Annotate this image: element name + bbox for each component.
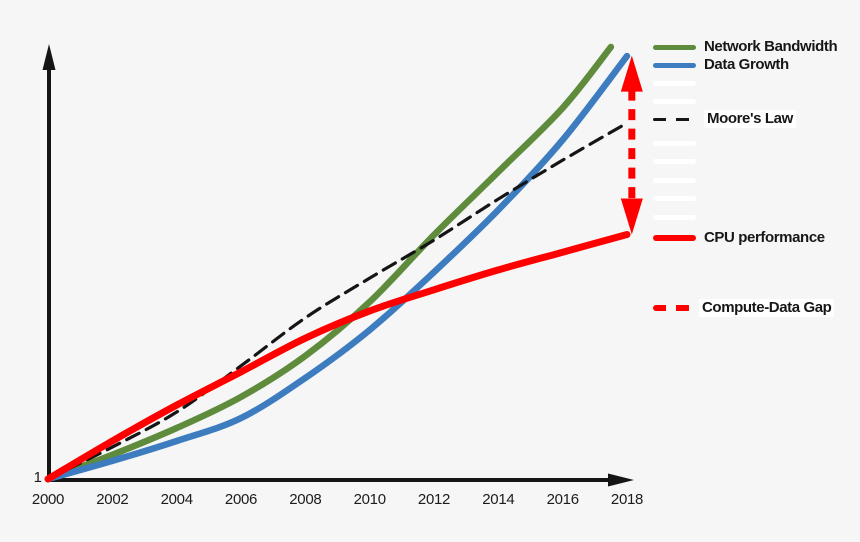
legend-item-data-growth: Data Growth xyxy=(653,56,789,74)
legend-item-network-bandwidth: Network Bandwidth xyxy=(653,38,838,56)
x-tick-label-2018: 2018 xyxy=(610,491,644,508)
series-line-data-growth xyxy=(44,52,631,483)
x-tick-label-2004: 2004 xyxy=(160,491,193,508)
legend-placeholder-swatch xyxy=(653,214,696,220)
legend-label: Compute-Data Gap xyxy=(699,299,835,317)
legend-item-placeholder xyxy=(653,171,696,189)
x-axis-arrowhead xyxy=(608,473,634,487)
legend-dashed-line-swatch xyxy=(653,305,691,311)
legend-item-placeholder xyxy=(653,152,696,170)
compute-data-gap-arrowhead-down xyxy=(620,198,643,235)
legend-item-cpu-performance: CPU performance xyxy=(653,229,825,247)
legend-placeholder-swatch xyxy=(653,177,696,183)
legend-label: Moore's Law xyxy=(704,110,796,128)
series-line-cpu-performance xyxy=(44,230,631,483)
legend-placeholder-swatch xyxy=(653,140,696,146)
x-tick-label-2008: 2008 xyxy=(289,491,322,508)
x-tick-label-2016: 2016 xyxy=(546,491,579,508)
legend-label: CPU performance xyxy=(704,229,825,246)
legend-line-swatch xyxy=(653,62,696,68)
x-tick-label-2010: 2010 xyxy=(353,491,386,508)
compute-data-gap-arrowhead-up xyxy=(620,55,643,92)
legend-placeholder-swatch xyxy=(653,80,696,86)
y-axis-origin-label: 1 xyxy=(33,469,42,486)
legend-line-swatch xyxy=(653,235,696,241)
legend-item-placeholder xyxy=(653,74,696,92)
legend-item-placeholder xyxy=(653,134,696,152)
legend-item-compute-data-gap: Compute-Data Gap xyxy=(653,299,835,317)
x-tick-label-2006: 2006 xyxy=(224,491,258,508)
x-tick-label-2000: 2000 xyxy=(31,491,65,508)
legend-placeholder-swatch xyxy=(653,158,696,164)
legend-placeholder-swatch xyxy=(653,195,696,201)
series-line-moore-s-law xyxy=(46,121,629,481)
legend-line-swatch xyxy=(653,44,696,50)
y-axis-arrowhead xyxy=(42,44,56,70)
legend-item-placeholder xyxy=(653,208,696,226)
legend-label: Data Growth xyxy=(704,56,789,73)
x-tick-label-2002: 2002 xyxy=(96,491,129,508)
legend-item-placeholder xyxy=(653,92,696,110)
legend-label: Network Bandwidth xyxy=(704,38,838,55)
legend-placeholder-swatch xyxy=(653,98,696,104)
legend-dashed-line-swatch xyxy=(653,117,696,121)
legend-item-moore-s-law: Moore's Law xyxy=(653,110,796,128)
legend-item-placeholder xyxy=(653,189,696,207)
x-tick-label-2014: 2014 xyxy=(482,491,515,508)
x-tick-label-2012: 2012 xyxy=(417,491,451,508)
